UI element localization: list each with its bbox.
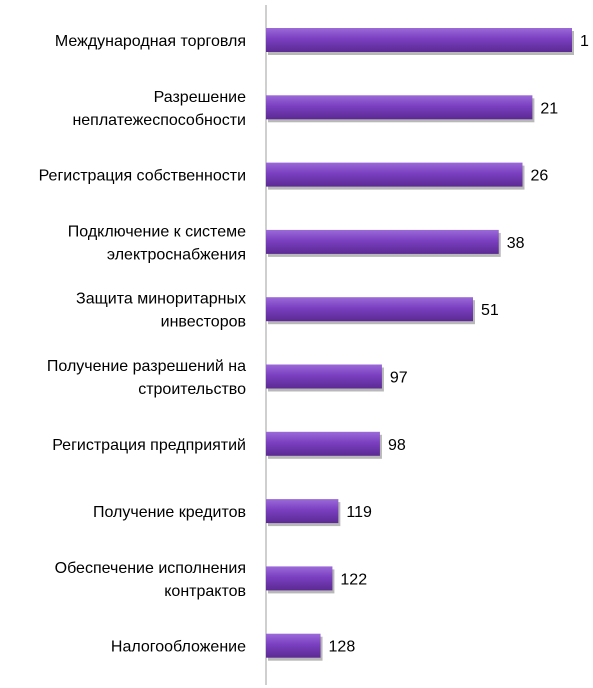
category-label-line: Подключение к системе [68,223,246,240]
bar [266,566,333,591]
bar [266,229,499,254]
value-label: 51 [481,302,499,319]
category-label: Международная торговля [55,33,246,50]
value-label: 26 [531,168,549,185]
category-label-line: Обеспечение исполнения [55,560,246,577]
bar [266,499,339,524]
category-label-line: Получение кредитов [93,504,246,521]
category-label-line: Регистрация собственности [39,168,246,185]
bar [266,431,380,456]
value-label: 128 [329,639,356,656]
bar [266,633,321,658]
bar [266,28,572,52]
value-label: 21 [540,100,558,117]
value-label: 97 [390,370,408,387]
category-label-line: Разрешение [154,89,247,106]
category-label: Регистрация предприятий [52,437,246,454]
category-label: Получение разрешений на строительство [47,358,246,398]
category-label: Налогообложение [111,639,246,656]
bar [266,95,533,120]
bar [266,297,473,322]
category-label-line: строительство [138,381,246,398]
value-label: 1 [580,33,589,50]
category-label-line: инвесторов [161,314,246,331]
value-label: 38 [507,235,525,252]
category-label-line: Налогообложение [111,639,246,656]
category-label-line: Защита миноритарных [76,291,246,308]
category-label: Подключение к системе электроснабжения [68,223,246,263]
category-label-line: электроснабжения [107,246,246,263]
bar [266,364,382,389]
value-label: 122 [340,571,367,588]
category-label-line: неплатежеспособности [72,112,246,129]
category-label: Разрешение неплатежеспособности [72,89,246,129]
category-label-line: контрактов [164,583,246,600]
category-label-line: Получение разрешений на [47,358,246,375]
category-label: Защита миноритарных инвесторов [76,291,246,331]
value-label: 119 [346,504,372,521]
category-label: Получение кредитов [93,504,246,521]
category-label-line: Международная торговля [55,33,246,50]
bar [266,162,523,187]
category-label: Регистрация собственности [39,168,246,185]
value-label: 98 [388,437,406,454]
category-label: Обеспечение исполнения контрактов [55,560,246,600]
category-label-line: Регистрация предприятий [52,437,246,454]
